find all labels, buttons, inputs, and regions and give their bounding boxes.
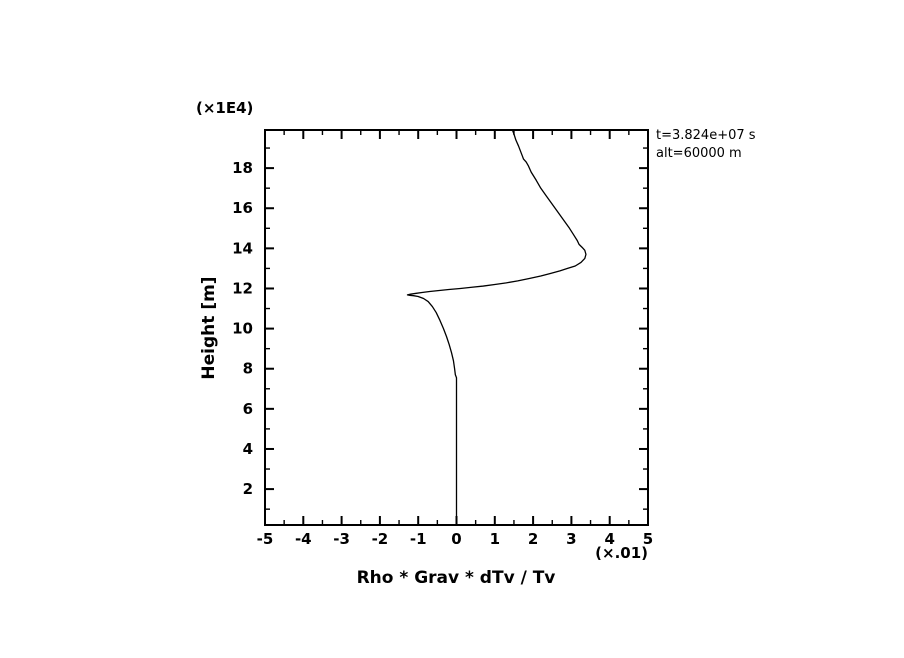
x-tick-label: -2 [372,530,389,548]
x-tick-label: 5 [643,530,653,548]
y-tick-label: 16 [232,199,253,217]
x-tick-label: -4 [295,530,312,548]
y-tick-label: 12 [232,279,253,297]
x-axis-title: Rho * Grav * dTv / Tv [357,568,556,588]
annotation-altitude: alt=60000 m [656,146,742,161]
data-curve [406,129,587,526]
y-tick-label: 2 [243,480,253,498]
annotation-time: t=3.824e+07 s [656,128,756,143]
y-tick-labels: 2 4 6 8 10 12 14 16 18 [232,159,253,498]
y-tick-label: 18 [232,159,253,177]
y-tick-label: 6 [243,400,253,418]
y-tick-label: 14 [232,239,253,257]
x-tick-labels: -5 -4 -3 -2 -1 0 1 2 3 4 5 [257,530,654,548]
x-tick-label: -3 [333,530,350,548]
x-tick-label: -1 [410,530,427,548]
x-axis-multiplier-label: (×.01) [595,544,648,562]
x-tick-label: 1 [490,530,500,548]
y-axis-multiplier-label: (×1E4) [196,99,253,117]
y-tick-label: 10 [232,320,253,338]
axis-frame [264,129,649,526]
x-tick-label: 4 [604,530,614,548]
x-tick-label: -5 [257,530,274,548]
x-tick-label: 0 [451,530,461,548]
x-tick-label: 2 [528,530,538,548]
y-tick-label: 8 [243,360,253,378]
y-axis-title: Height [m] [199,276,219,379]
x-tick-label: 3 [566,530,576,548]
y-tick-label: 4 [243,440,253,458]
